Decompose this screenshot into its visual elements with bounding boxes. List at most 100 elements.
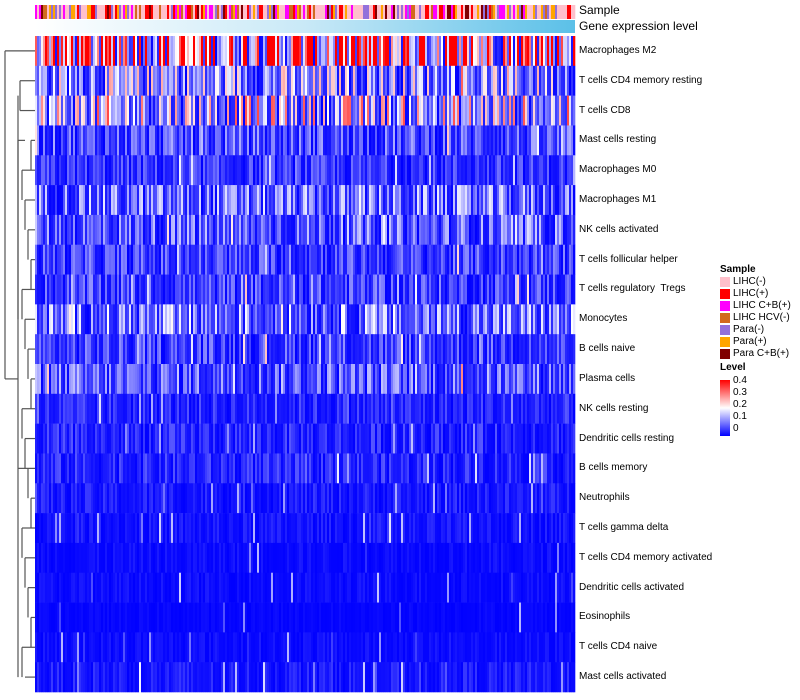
heatmap-cell <box>103 274 106 305</box>
heatmap-cell <box>517 483 520 514</box>
heatmap-cell <box>337 453 340 484</box>
heatmap-cell <box>363 513 366 544</box>
heatmap-cell <box>239 483 242 514</box>
heatmap-cell <box>347 36 350 67</box>
heatmap-cell <box>527 423 530 454</box>
heatmap-cell <box>173 274 176 305</box>
heatmap-cell <box>523 95 526 126</box>
heatmap-cell <box>309 36 312 67</box>
heatmap-cell <box>77 65 80 96</box>
heatmap-cell <box>517 423 520 454</box>
heatmap-cell <box>257 95 260 126</box>
heatmap-cell <box>111 334 114 365</box>
heatmap-cell <box>145 274 148 305</box>
heatmap-cell <box>193 185 196 216</box>
heatmap-cell <box>325 65 328 96</box>
heatmap-cell <box>131 364 134 395</box>
heatmap-cell <box>93 274 96 305</box>
heatmap-cell <box>347 364 350 395</box>
heatmap-cell <box>171 95 174 126</box>
heatmap-cell <box>397 423 400 454</box>
heatmap-cell <box>447 423 450 454</box>
sample-annotation-cell <box>411 5 414 19</box>
heatmap-cell <box>91 483 94 514</box>
heatmap-cell <box>119 513 122 544</box>
heatmap-cell <box>171 155 174 186</box>
sample-annotation-cell <box>343 5 346 19</box>
heatmap-cell <box>539 364 542 395</box>
heatmap-cell <box>497 364 500 395</box>
heatmap-cell <box>157 185 160 216</box>
heatmap-cell <box>367 423 370 454</box>
sample-annotation-cell <box>333 5 336 19</box>
heatmap-cell <box>327 244 330 275</box>
heatmap-cell <box>353 155 356 186</box>
heatmap-cell <box>287 304 290 335</box>
heatmap-cell <box>109 542 112 574</box>
heatmap-cell <box>503 423 506 454</box>
heatmap-cell <box>189 364 192 395</box>
heatmap-cell <box>249 125 252 156</box>
heatmap-cell <box>439 36 442 67</box>
heatmap-cell <box>407 304 410 335</box>
heatmap-cell <box>239 125 242 156</box>
heatmap-cell <box>189 334 192 365</box>
heatmap-cell <box>433 125 436 156</box>
heatmap-cell <box>87 185 90 216</box>
heatmap-cell <box>397 393 400 424</box>
heatmap-cell <box>185 513 188 544</box>
heatmap-cell <box>451 155 454 186</box>
heatmap-cell <box>39 274 42 305</box>
heatmap-cell <box>539 423 542 454</box>
heatmap-cell <box>361 274 364 305</box>
heatmap-cell <box>221 513 224 544</box>
heatmap-cell <box>35 65 38 96</box>
heatmap-cell <box>465 125 468 156</box>
heatmap-cell <box>401 364 404 395</box>
sample-annotation-cell <box>163 5 166 19</box>
heatmap-cell <box>421 304 424 335</box>
heatmap-cell <box>169 274 172 305</box>
heatmap-cell <box>521 304 524 335</box>
heatmap-cell <box>215 334 218 365</box>
heatmap-cell <box>423 274 426 305</box>
heatmap-cell <box>281 334 284 365</box>
heatmap-cell <box>261 65 264 96</box>
heatmap-cell <box>193 483 196 514</box>
heatmap-cell <box>465 513 468 544</box>
heatmap-cell <box>349 244 352 275</box>
heatmap-cell <box>301 244 304 275</box>
heatmap-cell <box>567 423 570 454</box>
sample-annotation-cell <box>319 5 322 19</box>
heatmap-cell <box>189 304 192 335</box>
heatmap-cell <box>137 214 140 246</box>
heatmap-cell <box>97 95 100 126</box>
heatmap-cell <box>43 95 46 126</box>
heatmap-cell <box>507 334 510 365</box>
heatmap-cell <box>301 393 304 424</box>
heatmap-cell <box>309 483 312 514</box>
sample-annotation-cell <box>573 5 576 19</box>
sample-annotation-cell <box>435 5 438 19</box>
heatmap-cell <box>313 214 316 246</box>
sample-annotation-cell <box>403 5 406 19</box>
heatmap-cell <box>401 125 404 156</box>
heatmap-cell <box>505 364 508 395</box>
heatmap-cell <box>199 542 202 574</box>
heatmap-cell <box>197 95 200 126</box>
heatmap-cell <box>191 542 194 574</box>
heatmap-cell <box>127 65 130 96</box>
heatmap-cell <box>47 125 50 156</box>
sample-annotation-cell <box>243 5 246 19</box>
heatmap-cell <box>359 244 362 275</box>
heatmap-cell <box>479 334 482 365</box>
heatmap-cell <box>177 36 180 67</box>
heatmap-cell <box>167 542 170 574</box>
heatmap-cell <box>251 393 254 424</box>
heatmap-cell <box>231 185 234 216</box>
heatmap-cell <box>91 155 94 186</box>
heatmap-cell <box>35 244 38 275</box>
heatmap-cell <box>53 274 56 305</box>
heatmap-cell <box>263 513 266 544</box>
heatmap-cell <box>467 125 470 156</box>
